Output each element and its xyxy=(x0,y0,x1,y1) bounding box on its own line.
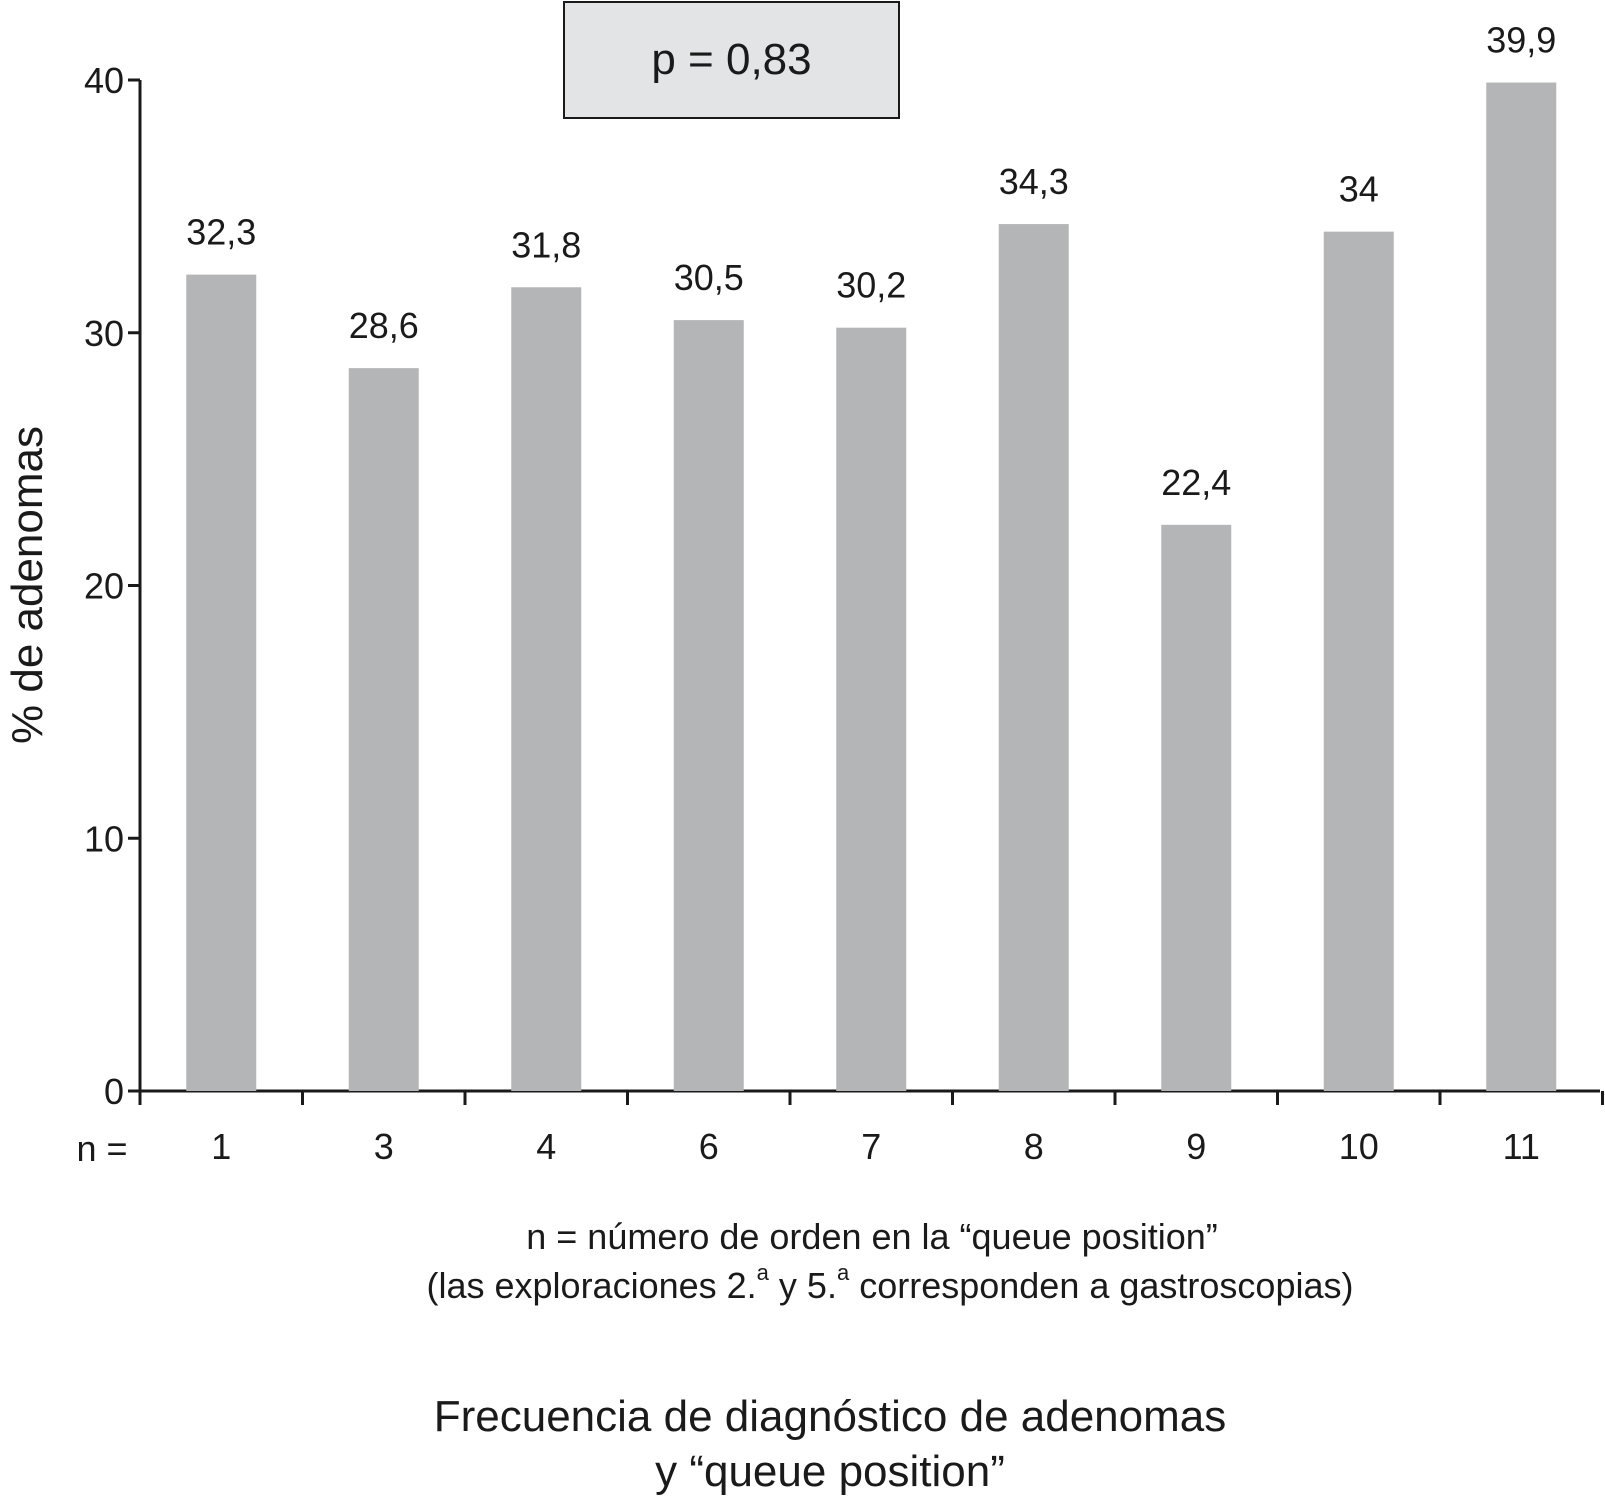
chart-title-line-2: y “queue position” xyxy=(655,1447,1005,1496)
bar xyxy=(348,368,419,1091)
y-tick-label: 10 xyxy=(84,818,124,859)
bar-value-label: 30,2 xyxy=(836,265,906,306)
bar-value-label: 31,8 xyxy=(511,224,581,265)
p-value-text: p = 0,83 xyxy=(651,35,812,84)
y-tick-label: 20 xyxy=(84,566,124,607)
footnote-line-2: (las exploraciones 2.a y 5.a corresponde… xyxy=(340,1262,1440,1307)
bar xyxy=(511,287,582,1091)
x-axis: 1 3 4 6 7 8 9 10 11 xyxy=(138,1089,1604,1167)
y-tick-label: 30 xyxy=(84,313,124,354)
x-tick-label: 6 xyxy=(699,1126,719,1167)
value-labels: 32,3 28,6 31,8 30,5 30,2 34,3 22,4 34 39,9 xyxy=(186,20,1556,503)
bar xyxy=(1161,524,1232,1091)
y-tick-label: 0 xyxy=(104,1071,124,1112)
bar xyxy=(836,327,907,1091)
bar-value-label: 34,3 xyxy=(999,161,1069,202)
y-axis-label: % de adenomas xyxy=(3,426,52,744)
bar-value-label: 30,5 xyxy=(674,257,744,298)
x-tick-label: 3 xyxy=(374,1126,394,1167)
x-tick-label: 10 xyxy=(1339,1126,1379,1167)
bar xyxy=(673,320,744,1091)
bar-value-label: 22,4 xyxy=(1161,462,1231,503)
chart-title-line-1: Frecuencia de diagnóstico de adenomas xyxy=(433,1392,1227,1441)
bar-value-label: 39,9 xyxy=(1486,20,1556,61)
x-axis-prefix: n = xyxy=(76,1128,127,1169)
footnote-superscript-1: a xyxy=(756,1260,769,1285)
bar-value-label: 34 xyxy=(1339,169,1379,210)
bar-value-label: 28,6 xyxy=(349,305,419,346)
x-tick-label: 1 xyxy=(211,1126,231,1167)
bar xyxy=(1323,231,1394,1091)
x-tick-label: 4 xyxy=(536,1126,556,1167)
footnote-superscript-2: a xyxy=(836,1260,850,1285)
y-tick-label: 40 xyxy=(84,60,124,101)
bar xyxy=(1486,82,1557,1092)
x-tick-label: 11 xyxy=(1503,1126,1540,1167)
bars xyxy=(186,82,1557,1092)
x-tick-label: 7 xyxy=(861,1126,881,1167)
p-value-box: p = 0,83 xyxy=(563,1,900,119)
bar-value-label: 32,3 xyxy=(186,212,256,253)
footnote-text-a: (las exploraciones 2. xyxy=(426,1265,757,1306)
bar xyxy=(998,224,1069,1091)
bar xyxy=(186,274,257,1091)
footnote-text-c: corresponden a gastroscopias) xyxy=(849,1265,1354,1306)
y-axis: 0 10 20 30 40 xyxy=(84,60,142,1112)
footnote-text-b: y 5. xyxy=(768,1265,837,1306)
x-tick-label: 9 xyxy=(1186,1126,1206,1167)
footnote-line-1: n = número de orden en la “queue positio… xyxy=(526,1216,1218,1257)
x-tick-label: 8 xyxy=(1024,1126,1044,1167)
